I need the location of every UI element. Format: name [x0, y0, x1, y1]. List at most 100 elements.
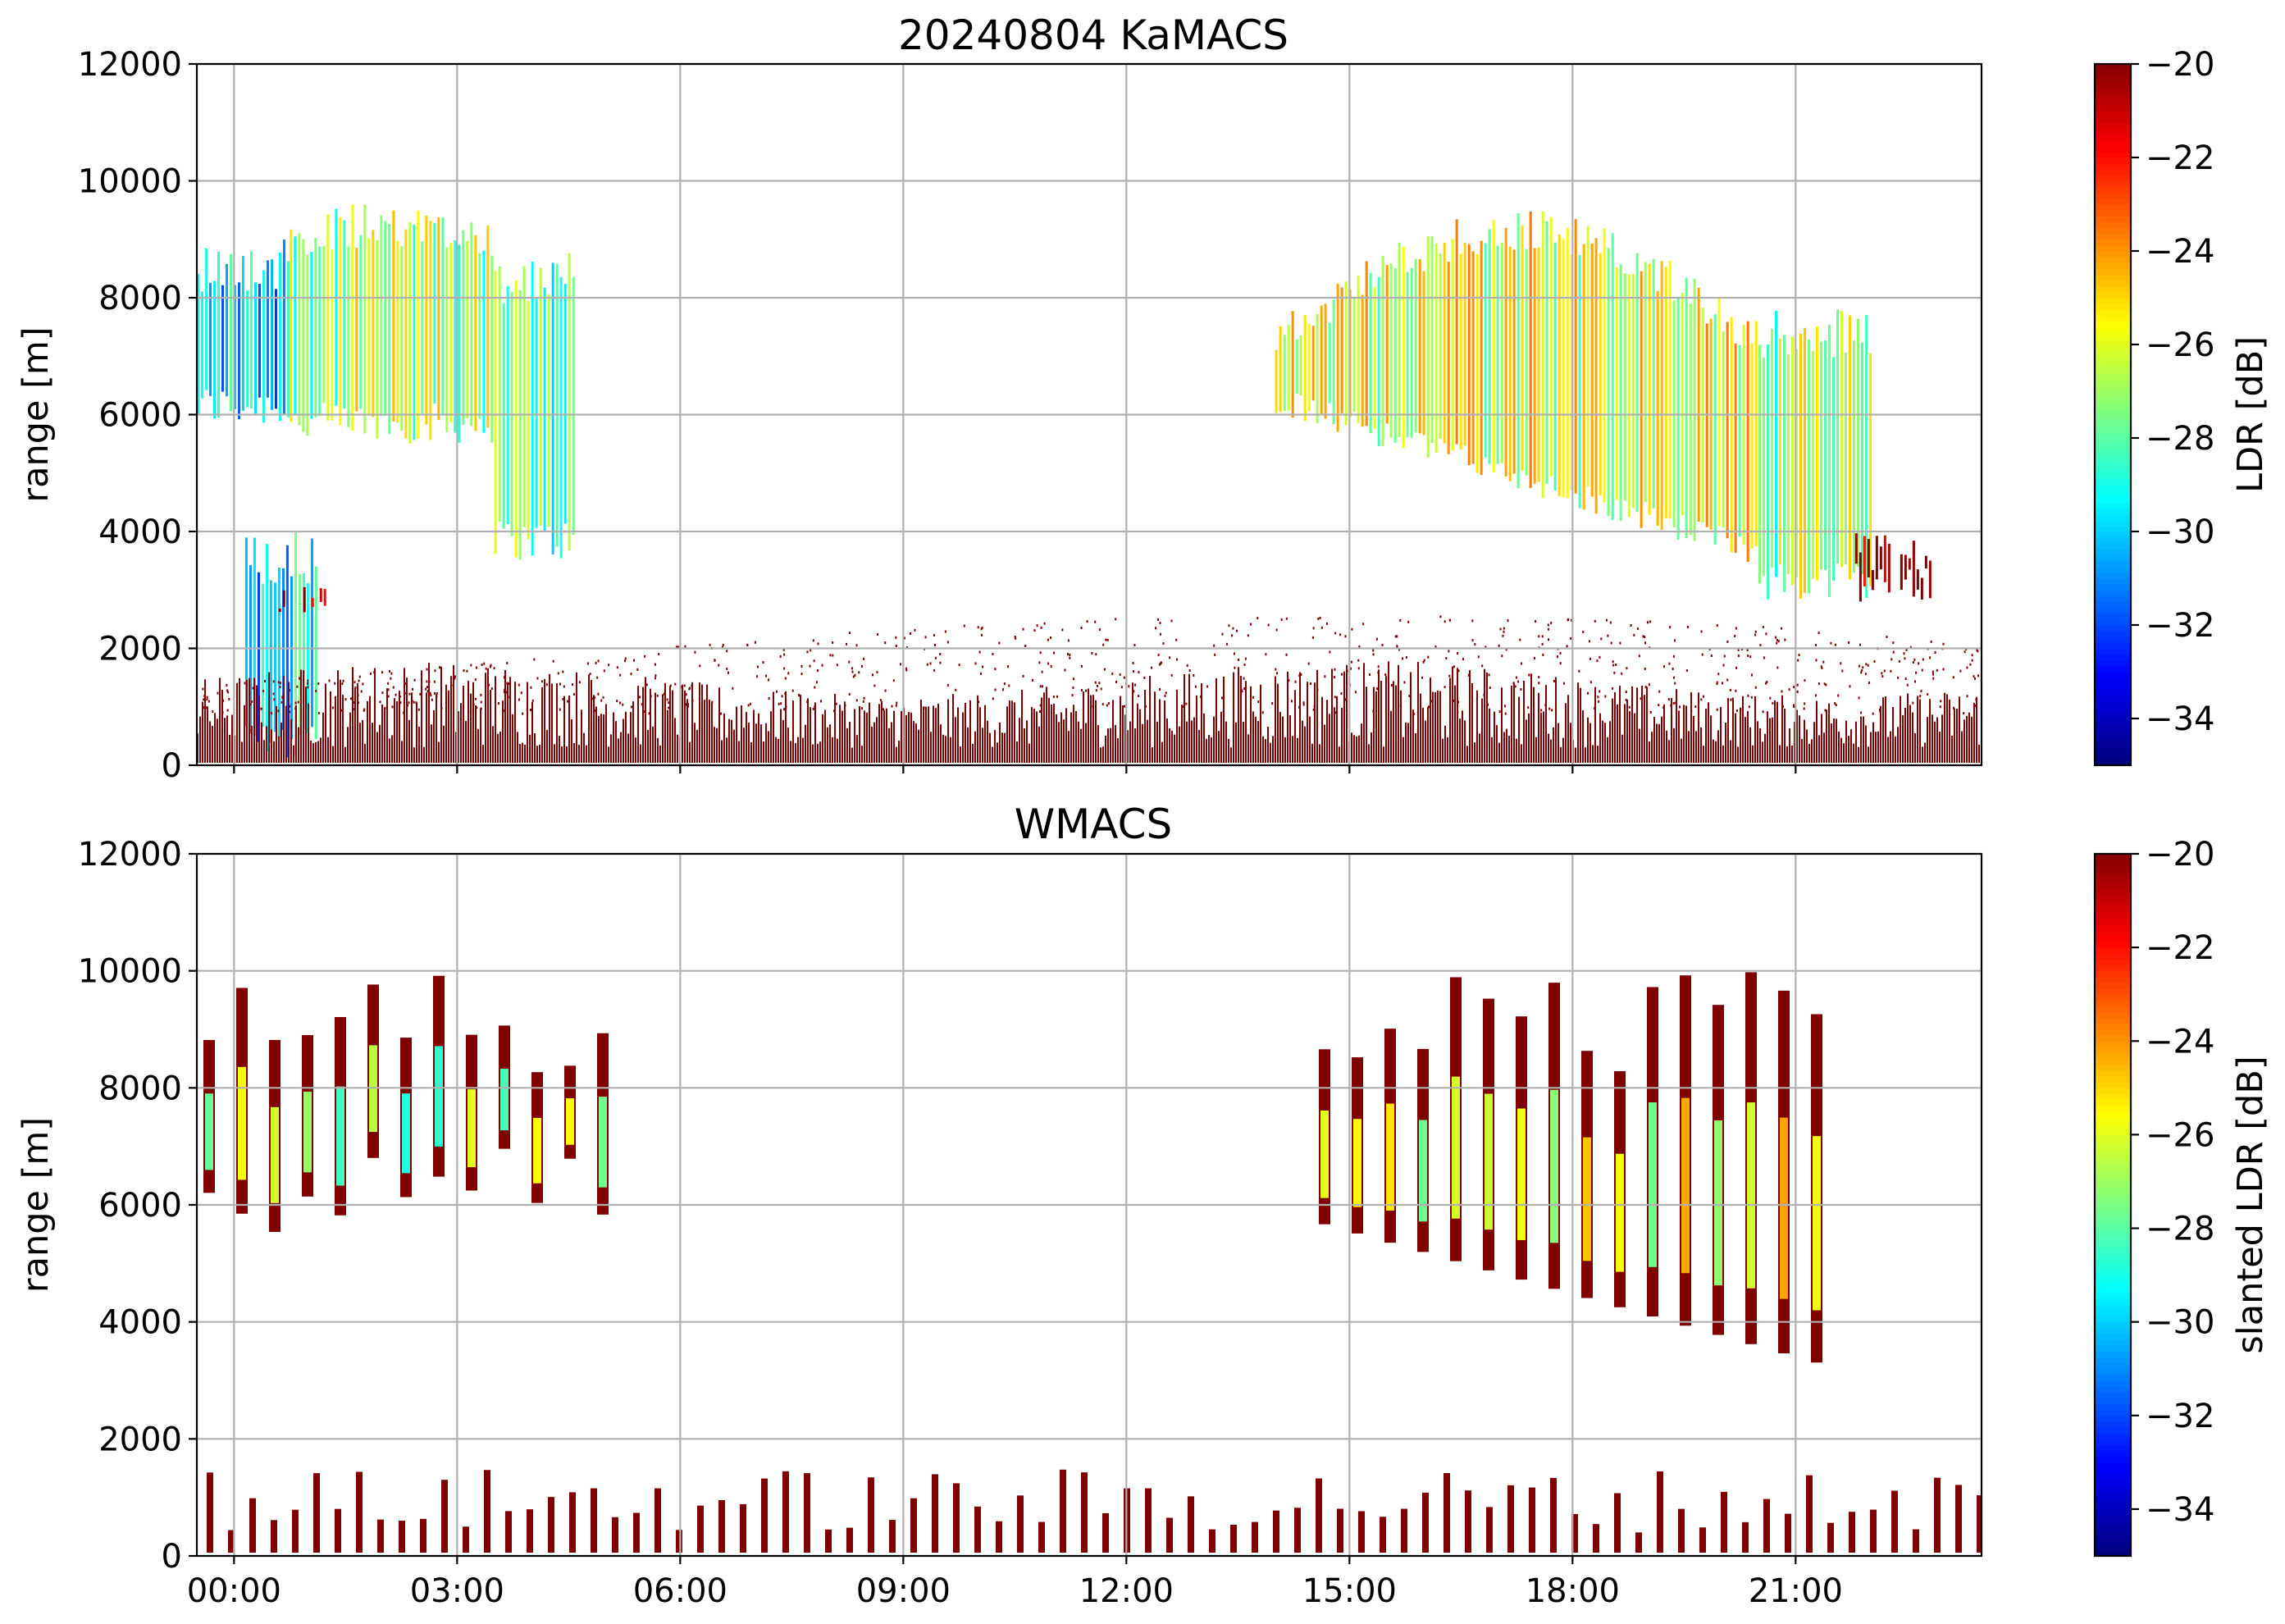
speckle [358, 679, 360, 682]
colorbar-segment [2095, 724, 2131, 731]
clutter-mark [229, 734, 230, 763]
ldr-stripe [1734, 343, 1737, 554]
speckle [506, 662, 509, 665]
colorbar-segment [2095, 1017, 2131, 1024]
speckle [1942, 668, 1945, 671]
speckle [503, 676, 505, 679]
clutter-mark [1262, 736, 1264, 763]
ldr-stripe [367, 238, 371, 416]
feature-cloud_column [244, 531, 317, 758]
speckle [475, 666, 477, 669]
clutter-mark [1695, 731, 1697, 763]
clutter-mark [645, 677, 646, 763]
clutter-mark [1575, 747, 1576, 763]
ldr-stripe [267, 260, 269, 398]
speckle [924, 636, 927, 639]
ldr-stripe [278, 608, 281, 613]
ldr-stripe [253, 537, 256, 736]
column-mark [569, 1492, 576, 1553]
speckle [476, 706, 478, 709]
column-mark [1380, 1517, 1386, 1553]
colorbar-segment [2095, 877, 2131, 884]
speckle [206, 696, 208, 699]
speckle [381, 691, 384, 695]
clutter-mark [1309, 716, 1311, 763]
speckle [1095, 689, 1097, 692]
speckle [686, 705, 689, 708]
ldr-stripe [1287, 325, 1290, 411]
speckle [1132, 670, 1134, 673]
speckle [260, 707, 262, 710]
speckle [1134, 683, 1137, 687]
clutter-mark [1796, 709, 1798, 763]
speckle [1722, 664, 1725, 667]
column-core [533, 1117, 541, 1184]
clutter-mark [325, 683, 326, 763]
speckle [362, 682, 364, 686]
clutter-mark [1139, 709, 1141, 763]
colorbar-segment [2095, 1029, 2131, 1036]
clutter-mark [1307, 682, 1308, 763]
clutter-mark [445, 684, 447, 763]
ldr-stripe [1853, 340, 1855, 573]
speckle [272, 680, 275, 683]
speckle [1257, 617, 1259, 620]
clutter-mark [1122, 705, 1124, 763]
clutter-mark [615, 721, 617, 763]
clutter-mark [1321, 696, 1323, 763]
clutter-mark [1292, 736, 1293, 763]
speckle [1317, 618, 1320, 621]
speckle [1927, 693, 1929, 696]
ldr-stripe [363, 204, 367, 434]
speckle [1398, 705, 1400, 708]
colorbar-segment [2095, 590, 2131, 596]
column-core [1550, 1089, 1558, 1243]
ldr-stripe [1558, 234, 1561, 496]
y-tick-label: 6000 [98, 397, 182, 435]
clutter-mark [1304, 726, 1306, 763]
clutter-mark [583, 732, 585, 763]
clutter-mark [967, 727, 969, 763]
ldr-stripe [425, 216, 428, 425]
clutter-mark [1818, 735, 1820, 763]
ldr-stripe [244, 537, 248, 727]
speckle [436, 691, 438, 695]
speckle [1107, 702, 1110, 705]
clutter-mark [1105, 735, 1106, 763]
ldr-stripe [1537, 247, 1540, 482]
colorbar-segment [2095, 1257, 2131, 1264]
clutter-mark [866, 712, 868, 763]
clutter-mark [529, 734, 531, 763]
speckle [903, 636, 905, 640]
clutter-mark [465, 721, 467, 763]
clutter-mark [1233, 672, 1234, 763]
colorbar-segment [2095, 1368, 2131, 1375]
speckle [208, 700, 210, 703]
ldr-stripe [1545, 221, 1548, 484]
colorbar-segment [2095, 431, 2131, 439]
speckle [1310, 682, 1312, 686]
speckle [1737, 648, 1740, 651]
ldr-stripe [1357, 275, 1360, 423]
ldr-stripe [1746, 321, 1749, 562]
clutter-mark [691, 682, 693, 763]
clutter-mark [1417, 662, 1419, 763]
speckle [1741, 709, 1744, 713]
clutter-mark [1368, 744, 1370, 763]
clutter-mark [1095, 700, 1097, 763]
column-mark [633, 1512, 640, 1553]
colorbar-segment [2095, 883, 2131, 890]
ldr-stripe [1920, 577, 1923, 600]
colorbar-segment [2095, 1538, 2131, 1545]
clutter-mark [1720, 706, 1722, 763]
colorbar-segment [2095, 1263, 2131, 1270]
colorbar-segment [2095, 502, 2131, 509]
speckle [520, 691, 522, 695]
clutter-mark [1821, 714, 1822, 763]
colorbar-segment [2095, 98, 2131, 106]
ldr-stripe [478, 253, 481, 419]
clutter-mark [1535, 737, 1537, 763]
ldr-stripe [1566, 227, 1569, 499]
speckle [905, 668, 908, 672]
clutter-mark [1565, 703, 1567, 763]
